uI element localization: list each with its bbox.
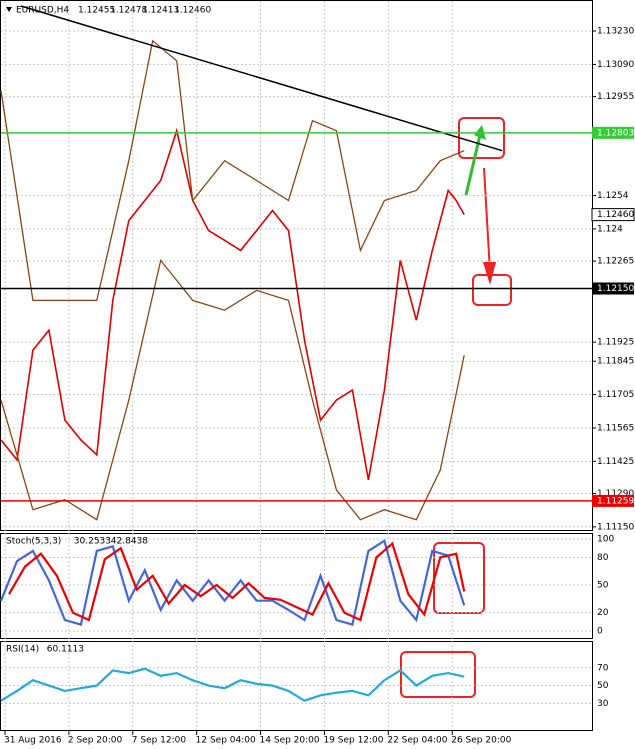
indicator-tick-label: 80 [597, 553, 609, 563]
level-label-box [592, 282, 634, 295]
rsi-panel [0, 641, 593, 731]
indicator-tick-label: 0 [597, 627, 603, 637]
last-price-label: 1.12460 [597, 210, 634, 220]
indicator-label: RSI(14) [6, 645, 39, 655]
y-tick-label: 1.11290 [597, 489, 634, 499]
indicator-tick-label: 70 [597, 663, 609, 673]
y-tick-label: 1.124 [597, 224, 623, 234]
price-line [0, 258, 465, 521]
y-tick-label: 1.12265 [597, 257, 634, 267]
stoch-panel [0, 533, 593, 639]
y-tick-label: 1.11705 [597, 390, 634, 400]
y-tick-label: 1.12955 [597, 92, 634, 102]
indicator-tick-label: 50 [597, 581, 609, 591]
y-tick-label: 1.11845 [597, 357, 634, 367]
price-line [0, 127, 465, 481]
level-label-box [592, 494, 634, 507]
indicator-label: Stoch(5,3,3) [6, 537, 61, 547]
indicator-reading: 60.1113 [47, 645, 84, 655]
trendline [20, 5, 503, 152]
y-tick-label: 1.13090 [597, 60, 634, 70]
last-price-box [591, 208, 635, 222]
indicator-reading: 30.2533 [74, 537, 111, 547]
indicator-reading: 42.8438 [111, 537, 148, 547]
level-label: 1.12803 [597, 128, 634, 138]
y-tick-label: 1.11425 [597, 457, 634, 467]
chart-title: EURUSD,H4 [16, 6, 69, 16]
level-label-box [592, 126, 634, 139]
x-tick-label: 2 Sep 20:00 [68, 736, 123, 746]
y-tick-label: 1.11565 [597, 423, 634, 433]
up-arrow [464, 134, 482, 196]
header-value: 1.12460 [174, 6, 211, 16]
indicator-line [8, 541, 466, 622]
annotation-box [400, 651, 476, 698]
down-arrow [483, 167, 491, 273]
indicator-tick-label: 20 [597, 608, 609, 618]
x-tick-label: 19 Sep 12:00 [323, 736, 383, 746]
x-tick-label: 12 Sep 04:00 [196, 736, 256, 746]
x-tick-label: 31 Aug 2016 [4, 736, 62, 746]
x-tick-label: 22 Sep 04:00 [387, 736, 447, 746]
level-label: 1.11259 [597, 496, 634, 506]
main-panel [0, 0, 593, 531]
indicator-line [0, 539, 466, 626]
x-tick-label: 7 Sep 12:00 [132, 736, 187, 746]
down-arrow-head [483, 262, 496, 285]
header-value: 1.12478 [110, 6, 147, 16]
x-tick-label: 26 Sep 20:00 [451, 736, 511, 746]
level-label: 1.12150 [597, 284, 634, 294]
price-line [0, 39, 465, 302]
indicator-tick-label: 50 [597, 681, 609, 691]
indicator-tick-label: 100 [597, 534, 614, 544]
header-value: 1.12413 [142, 6, 179, 16]
y-tick-label: 1.11925 [597, 338, 634, 348]
header-value: 1.12455 [78, 6, 115, 16]
x-tick-label: 14 Sep 20:00 [260, 736, 320, 746]
y-tick-label: 1.11150 [597, 522, 634, 532]
indicator-line [0, 667, 465, 702]
y-tick-label: 1.1254 [597, 191, 629, 201]
indicator-tick-label: 30 [597, 699, 609, 709]
y-tick-label: 1.13230 [597, 27, 634, 37]
menu-arrow [6, 7, 12, 12]
